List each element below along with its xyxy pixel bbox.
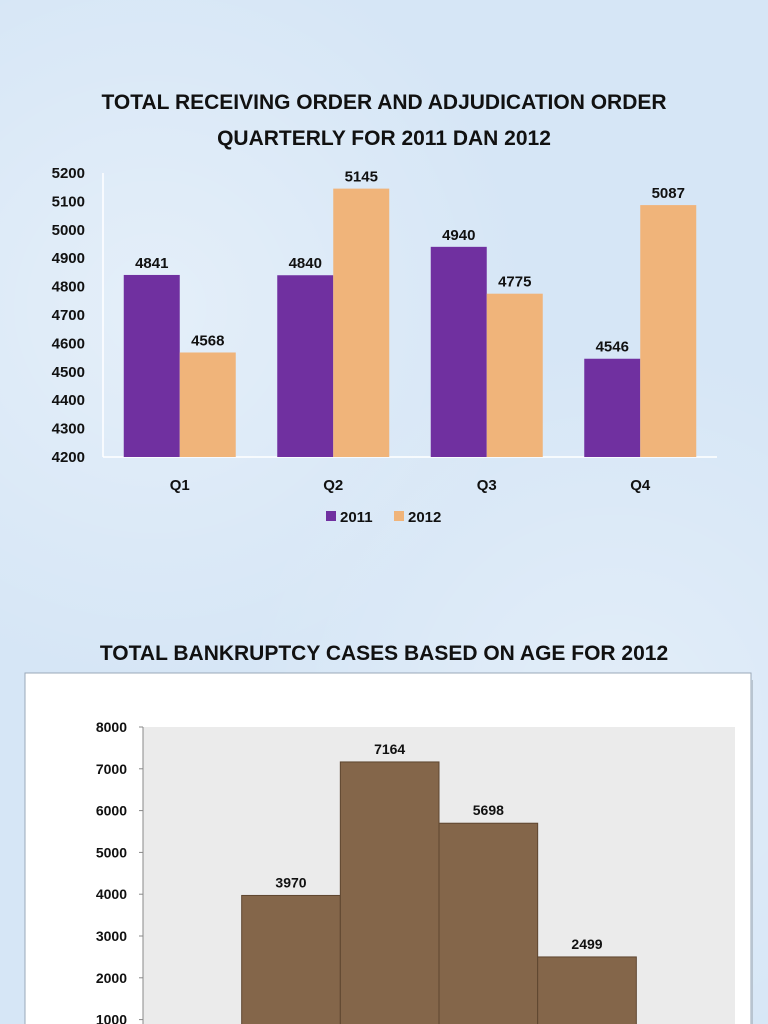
data-label: 4940 — [442, 227, 475, 244]
y-tick-label: 4900 — [52, 250, 85, 267]
legend-label-2012: 2012 — [408, 509, 441, 526]
x-tick-label: Q1 — [170, 477, 190, 494]
bar — [537, 956, 637, 1024]
data-label: 4840 — [289, 255, 322, 272]
y-tick-label: 5100 — [52, 193, 85, 210]
y-tick-label: 4300 — [52, 421, 85, 438]
data-label: 7164 — [374, 741, 405, 757]
chart1-title-line1: TOTAL RECEIVING ORDER AND ADJUDICATION O… — [101, 91, 667, 114]
y-tick-label: 3000 — [96, 928, 127, 944]
bar-2012-Q1 — [179, 352, 236, 457]
y-tick-label: 5200 — [52, 165, 85, 182]
x-tick-label: Q3 — [477, 477, 497, 494]
y-tick-label: 1000 — [96, 1012, 127, 1024]
data-label: 4841 — [135, 255, 168, 272]
y-tick-label: 2000 — [96, 970, 127, 986]
y-tick-label: 4400 — [52, 392, 85, 409]
data-label: 4546 — [596, 339, 629, 356]
data-label: 2499 — [571, 936, 602, 952]
x-tick-label: Q2 — [323, 477, 343, 494]
y-tick-label: 4600 — [52, 335, 85, 352]
bar — [241, 894, 341, 1024]
y-tick-label: 4200 — [52, 449, 85, 466]
data-label: 3970 — [275, 874, 306, 890]
bar-2012-Q4 — [640, 205, 697, 457]
chart2-title: TOTAL BANKRUPTCY CASES BASED ON AGE FOR … — [99, 642, 669, 665]
y-tick-label: 4800 — [52, 279, 85, 296]
data-label: 4568 — [191, 332, 224, 349]
x-tick-label: Q4 — [630, 477, 651, 494]
data-label: 5698 — [473, 802, 504, 818]
y-tick-label: 7000 — [96, 761, 127, 777]
bar — [339, 761, 440, 1024]
y-tick-label: 5000 — [96, 844, 127, 860]
bar-2011-Q1 — [123, 274, 180, 457]
legend-label-2011: 2011 — [340, 509, 373, 526]
y-tick-label: 6000 — [96, 803, 127, 819]
y-tick-label: 4500 — [52, 364, 85, 381]
y-tick-label: 4000 — [96, 886, 127, 902]
y-tick-label: 5000 — [52, 222, 85, 239]
y-tick-label: 4700 — [52, 307, 85, 324]
y-tick-label: 8000 — [96, 719, 127, 735]
bar-2011-Q2 — [277, 275, 334, 457]
bar-2012-Q2 — [333, 188, 390, 457]
data-label: 5087 — [652, 185, 685, 202]
bar-2011-Q3 — [430, 246, 487, 457]
bar-2011-Q4 — [584, 358, 641, 457]
chart1-title-line2: QUARTERLY FOR 2011 DAN 2012 — [217, 127, 551, 150]
data-label: 4775 — [498, 274, 531, 291]
bar — [438, 822, 539, 1024]
legend-swatch-2012 — [394, 511, 404, 521]
data-label: 5145 — [345, 169, 378, 186]
legend-swatch-2011 — [326, 511, 336, 521]
bar-2012-Q3 — [486, 293, 543, 457]
